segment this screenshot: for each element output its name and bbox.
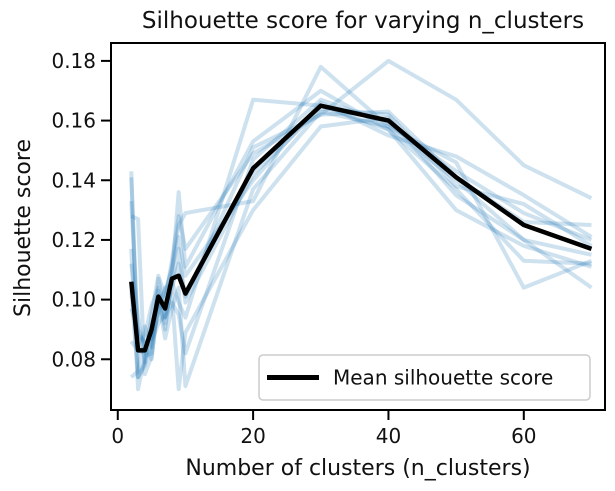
chart-title: Silhouette score for varying n_clusters: [142, 8, 584, 34]
y-tick-label: 0.10: [51, 288, 96, 312]
run-line-4: [129, 88, 593, 365]
run-line-6: [129, 109, 592, 379]
x-tick-label: 20: [240, 424, 265, 448]
y-axis-label: Silhouette score: [11, 139, 36, 317]
legend: Mean silhouette score: [258, 354, 591, 401]
plot-frame: [110, 42, 606, 411]
x-axis-ticks: 0 20 40 60: [111, 410, 537, 448]
y-tick-label: 0.18: [51, 49, 96, 73]
run-line-9: [129, 97, 593, 392]
x-tick-label: 60: [511, 424, 536, 448]
legend-label: Mean silhouette score: [333, 366, 553, 390]
y-tick-label: 0.12: [51, 228, 96, 252]
mean-line-layer: [129, 103, 593, 353]
run-line-2: [129, 58, 593, 347]
run-line-7: [129, 109, 593, 389]
legend-box: [258, 354, 591, 401]
run-line-3: [130, 97, 592, 377]
y-tick-label: 0.16: [51, 109, 96, 133]
mean-silhouette-line: [129, 103, 593, 353]
x-tick-label: 40: [376, 424, 401, 448]
x-tick-label: 0: [111, 424, 124, 448]
y-axis-ticks: 0.08 0.10 0.12 0.14 0.16 0.18: [51, 49, 111, 371]
y-tick-label: 0.08: [51, 347, 96, 371]
x-axis-label: Number of clusters (n_clusters): [185, 456, 530, 481]
y-tick-label: 0.14: [51, 168, 96, 192]
run-line-8: [129, 115, 593, 392]
